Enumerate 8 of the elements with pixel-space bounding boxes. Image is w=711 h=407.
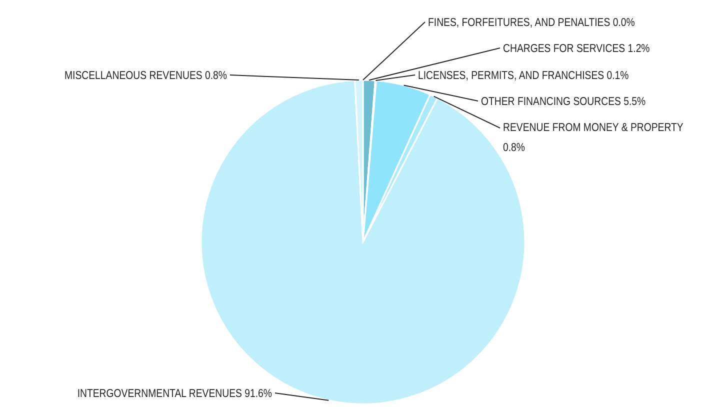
slice-label: LICENSES, PERMITS, AND FRANCHISES 0.1% bbox=[418, 69, 630, 82]
slice-label: OTHER FINANCING SOURCES 5.5% bbox=[481, 95, 646, 108]
category-label: FINES, FORFEITURES, AND PENALTIES 0.0% bbox=[428, 16, 635, 30]
slice-label: CHARGES FOR SERVICES 1.2% bbox=[503, 42, 650, 56]
data-label: 0.8% bbox=[503, 141, 526, 154]
slice-label: REVENUE FROM MONEY & PROPERTY bbox=[503, 121, 684, 134]
slice-label: MISCELLANEOUS REVENUES 0.8% bbox=[64, 69, 228, 82]
slice-label: INTERGOVERNMENTAL REVENUES 91.6% bbox=[77, 387, 273, 400]
